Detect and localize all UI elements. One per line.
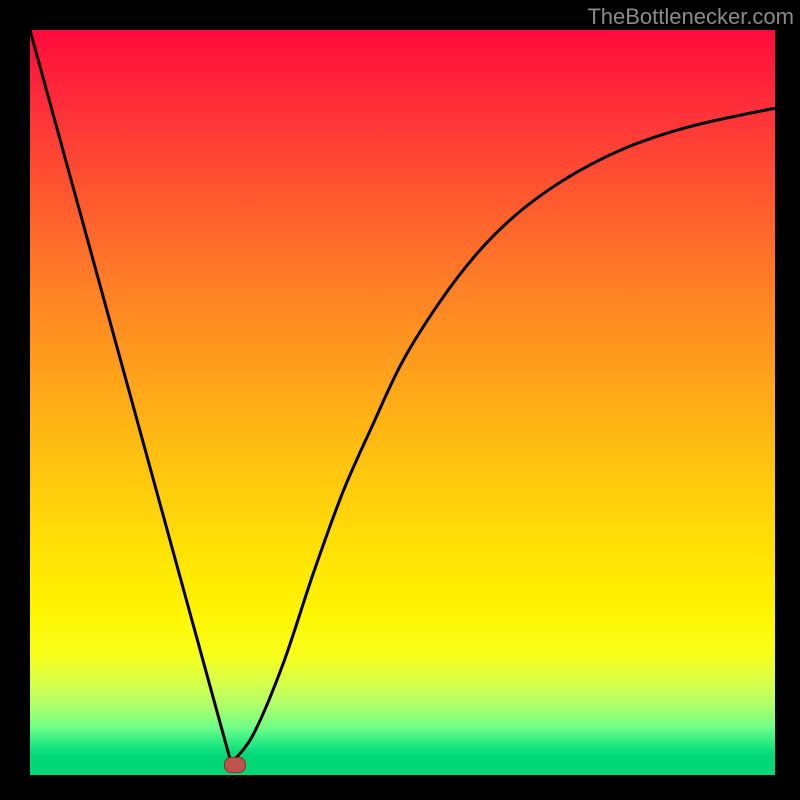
optimum-marker <box>224 757 246 773</box>
bottleneck-curve <box>30 30 775 775</box>
plot-area <box>30 30 775 775</box>
attribution-text: TheBottlenecker.com <box>587 4 794 30</box>
